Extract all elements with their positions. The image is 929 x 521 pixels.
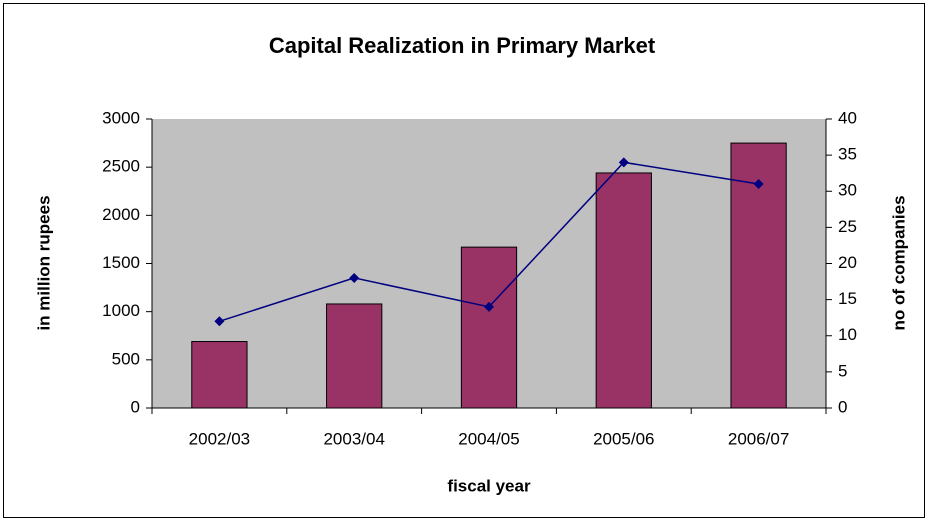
y2-axis-label: no of companies: [889, 195, 908, 330]
x-tick-label: 2004/05: [458, 429, 519, 448]
chart-title: Capital Realization in Primary Market: [269, 33, 656, 58]
x-axis-label: fiscal year: [447, 476, 531, 495]
y2-tick-label: 20: [838, 253, 857, 272]
marker: [349, 272, 360, 283]
y-tick-label: 0: [131, 397, 140, 416]
marker: [618, 157, 629, 168]
y-tick-label: 3000: [102, 108, 140, 127]
bar: [191, 341, 248, 409]
x-tick-label: 2003/04: [323, 429, 384, 448]
y-tick-label: 2500: [102, 157, 140, 176]
y-tick-label: 500: [112, 349, 140, 368]
y2-tick-label: 10: [838, 325, 857, 344]
y2-tick-label: 0: [838, 397, 847, 416]
marker: [484, 301, 494, 312]
x-tick-label: 2002/03: [189, 429, 250, 448]
bar: [460, 246, 518, 409]
marker: [753, 179, 764, 190]
y2-tick-label: 15: [838, 289, 857, 308]
y2-tick-label: 40: [838, 108, 857, 127]
marker: [214, 316, 225, 327]
y-axis-label: in million rupees: [34, 195, 53, 330]
y2-tick-label: 5: [838, 361, 847, 380]
bar: [595, 172, 652, 409]
y2-tick-label: 25: [838, 217, 857, 236]
y2-tick-label: 35: [838, 145, 857, 164]
y-tick-label: 1000: [102, 301, 140, 320]
y2-tick-label: 30: [838, 181, 857, 200]
bar: [326, 303, 383, 409]
x-tick-label: 2006/07: [728, 429, 789, 448]
y-tick-label: 1500: [102, 253, 140, 272]
y-tick-label: 2000: [102, 205, 140, 224]
x-tick-label: 2005/06: [593, 429, 654, 448]
